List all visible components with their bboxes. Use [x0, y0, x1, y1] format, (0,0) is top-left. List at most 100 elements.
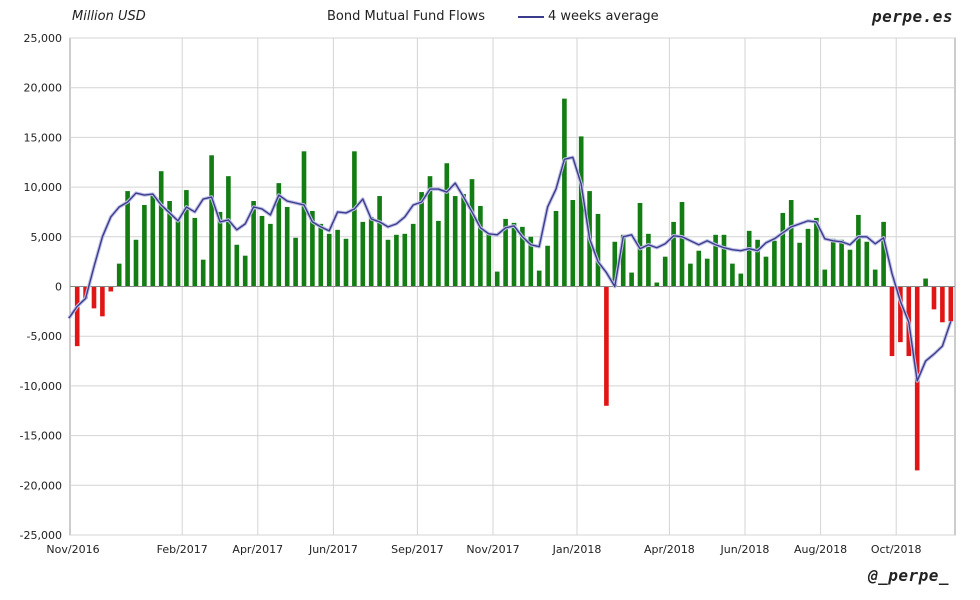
- flow-bar: [310, 210, 315, 287]
- flow-bar: [242, 255, 248, 287]
- flow-bar: [662, 256, 668, 287]
- flow-bar: [368, 216, 374, 287]
- flow-bar: [839, 239, 844, 287]
- y-tick-label: 25,000: [24, 32, 63, 45]
- flow-bar: [142, 204, 147, 287]
- x-tick-label: Nov/2017: [466, 543, 519, 556]
- flow-bar: [772, 240, 777, 287]
- flow-bar: [469, 179, 475, 287]
- flow-bar: [746, 230, 752, 287]
- y-tick-label: 0: [55, 281, 62, 294]
- flow-bar: [268, 223, 273, 287]
- flow-bar: [528, 236, 534, 287]
- flow-bar: [646, 233, 651, 287]
- flow-bar: [562, 98, 567, 287]
- flow-bar: [150, 194, 156, 287]
- flow-bar: [293, 237, 298, 287]
- flow-bar: [578, 136, 584, 287]
- flow-bar: [713, 234, 718, 287]
- flow-bar: [738, 273, 744, 287]
- flow-bar: [436, 220, 441, 287]
- flow-bar: [629, 272, 634, 287]
- flow-bar: [284, 206, 290, 287]
- flow-bar: [200, 259, 206, 287]
- flow-bar: [780, 212, 786, 287]
- flow-bar: [553, 210, 559, 287]
- x-tick-label: Apr/2017: [232, 543, 283, 556]
- legend-label-average: 4 weeks average: [548, 9, 659, 24]
- flow-bar: [637, 203, 643, 287]
- y-tick-label: 20,000: [24, 82, 63, 95]
- flow-bar: [251, 201, 256, 287]
- flow-bar: [217, 211, 223, 287]
- flow-bar: [830, 238, 836, 287]
- flow-bar: [864, 241, 870, 287]
- flow-bar: [100, 286, 105, 317]
- flow-bar: [822, 269, 828, 287]
- flow-bar: [175, 219, 181, 287]
- y-tick-label: 5,000: [31, 231, 63, 244]
- flow-bar: [520, 226, 525, 287]
- y-tick-label: -10,000: [20, 380, 62, 393]
- flow-bar: [352, 151, 357, 287]
- flow-bar: [478, 205, 483, 287]
- flow-bar: [898, 286, 903, 343]
- flow-bar: [377, 196, 382, 287]
- flow-bar: [410, 223, 416, 287]
- average-line: [68, 156, 952, 382]
- legend-line-swatch: [518, 15, 544, 18]
- flow-bar: [797, 242, 802, 287]
- flow-bar: [620, 234, 626, 287]
- flow-bar: [394, 234, 399, 287]
- x-tick-label: Aug/2018: [794, 543, 847, 556]
- flow-bar: [721, 234, 727, 287]
- flow-bar: [763, 256, 769, 287]
- brand-label: perpe.es: [872, 7, 954, 26]
- flow-bar: [494, 271, 500, 287]
- flow-bar: [788, 200, 794, 287]
- flow-bar: [688, 263, 693, 287]
- flow-bar: [881, 221, 886, 287]
- flow-bar: [444, 163, 450, 287]
- flow-bar: [402, 233, 408, 287]
- flow-bar: [872, 269, 878, 287]
- flow-bar: [385, 239, 391, 287]
- flow-bar: [234, 244, 240, 287]
- unit-label: Million USD: [72, 9, 146, 24]
- flow-bar: [679, 202, 685, 287]
- flow-bar: [931, 286, 937, 310]
- flow-bar: [167, 201, 172, 287]
- flow-bar: [419, 192, 424, 287]
- flow-bar: [814, 217, 819, 287]
- flow-bar: [730, 263, 735, 287]
- y-tick-label: -25,000: [20, 529, 62, 542]
- flow-bar: [116, 263, 122, 287]
- chart-title: Bond Mutual Fund Flows: [327, 9, 486, 24]
- flow-bar: [276, 183, 282, 287]
- x-tick-label: Jun/2017: [308, 543, 358, 556]
- x-tick-label: Nov/2016: [46, 543, 99, 556]
- flow-bar: [696, 250, 702, 287]
- flow-bar: [486, 232, 492, 287]
- flow-bar: [259, 215, 265, 287]
- author-handle: @_perpe_: [868, 566, 950, 585]
- flow-bar: [318, 223, 324, 287]
- flow-bar: [108, 286, 114, 292]
- x-tick-label: Sep/2017: [391, 543, 443, 556]
- y-tick-label: 15,000: [24, 131, 63, 144]
- x-tick-label: Apr/2018: [644, 543, 695, 556]
- flow-bar: [595, 213, 601, 287]
- flow-bar: [805, 228, 811, 287]
- flow-bar: [91, 286, 97, 309]
- flow-bar: [755, 239, 760, 287]
- flow-bar: [847, 249, 853, 287]
- flow-bar: [360, 221, 366, 287]
- flow-bar: [125, 191, 130, 287]
- flow-bar: [503, 218, 508, 287]
- flow-bar: [184, 190, 189, 287]
- flow-bar: [452, 196, 458, 287]
- flow-bar: [570, 200, 576, 287]
- x-tick-label: Feb/2017: [157, 543, 208, 556]
- flow-bar: [192, 217, 198, 287]
